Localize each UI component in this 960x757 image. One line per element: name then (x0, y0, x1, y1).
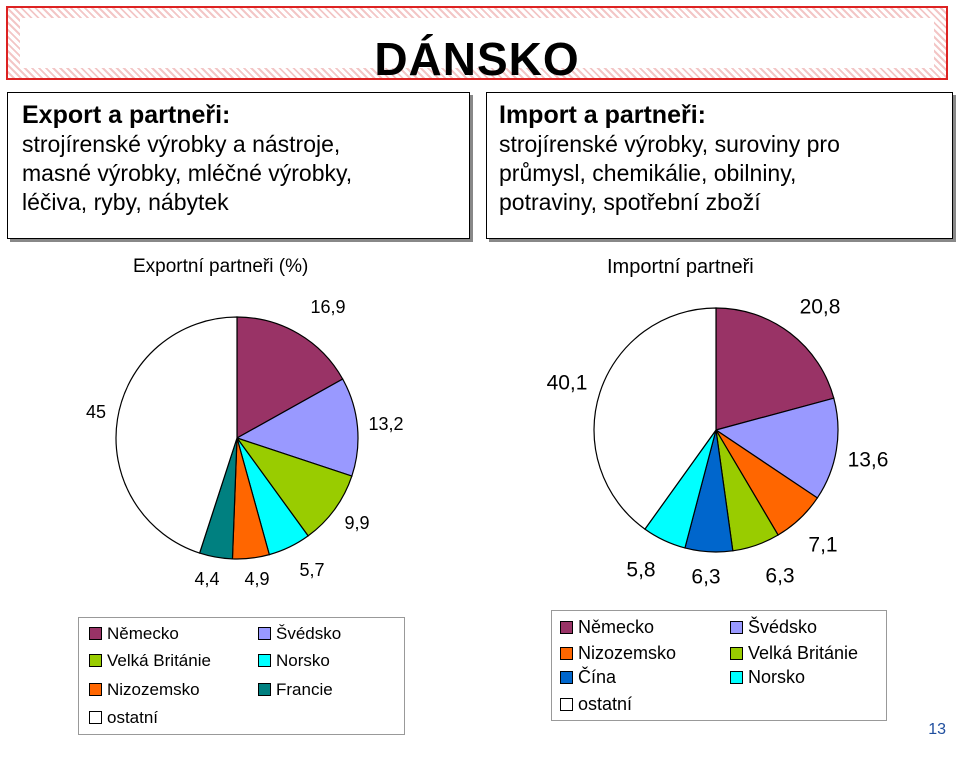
page-number: 13 (928, 721, 946, 738)
legend-label: Nizozemsko (107, 680, 200, 699)
data-label: 6,3 (765, 565, 794, 588)
pie-slice (115, 316, 238, 554)
data-label: 4,4 (194, 569, 219, 589)
legend-item: Švédsko (258, 624, 341, 644)
export-line: léčiva, ryby, nábytek (22, 189, 229, 215)
legend-label: Švédsko (748, 617, 818, 637)
import-line: potraviny, spotřební zboží (499, 189, 761, 215)
legend-label: Německo (107, 624, 179, 643)
legend-swatch (258, 683, 271, 696)
data-label: 7,1 (808, 534, 837, 557)
data-label: 4,9 (244, 569, 269, 589)
import-description-box: Import a partneři: strojírenské výrobky,… (486, 92, 953, 239)
data-label: 16,9 (310, 297, 345, 317)
title-banner: DÁNSKO (6, 6, 948, 85)
legend-swatch (560, 647, 573, 660)
title-inner: DÁNSKO (20, 18, 934, 85)
data-label: 40,1 (547, 372, 588, 395)
import-line: průmysl, chemikálie, obilniny, (499, 160, 797, 186)
legend-item: Velká Británie (89, 651, 211, 671)
pie-slice (593, 307, 717, 530)
legend-label: Německo (578, 617, 655, 637)
legend-label: Švédsko (276, 624, 342, 643)
legend-label: ostatní (578, 694, 633, 714)
data-label: 13,2 (368, 414, 403, 434)
legend-label: Velká Británie (748, 643, 859, 663)
legend-item: Německo (89, 624, 179, 644)
pie-slice (714, 397, 839, 499)
data-label: 13,6 (848, 449, 889, 472)
import-line: strojírenské výrobky, suroviny pro (499, 131, 840, 157)
legend-item: Norsko (730, 667, 805, 688)
legend-swatch (560, 671, 573, 684)
export-legend: Německo Švédsko Velká Británie Norsko Ni… (78, 617, 405, 735)
export-description-box: Export a partneři: strojírenské výrobky … (7, 92, 470, 239)
data-label: 45 (86, 402, 106, 422)
export-chart-title: Exportní partneři (%) (133, 256, 309, 277)
legend-item: Nizozemsko (560, 643, 676, 664)
data-label: 5,7 (299, 560, 324, 580)
legend-label: Nizozemsko (578, 643, 677, 663)
legend-swatch (560, 698, 573, 711)
data-label: 5,8 (626, 559, 655, 582)
legend-item: Švédsko (730, 617, 817, 638)
import-legend: Německo Švédsko Nizozemsko Velká Británi… (551, 610, 887, 721)
legend-swatch (560, 621, 573, 634)
legend-swatch (730, 621, 743, 634)
legend-item: ostatní (560, 694, 632, 715)
legend-label: Čína (578, 667, 617, 687)
legend-swatch (89, 627, 102, 640)
legend-label: Velká Británie (107, 651, 211, 670)
legend-swatch (730, 671, 743, 684)
export-heading: Export a partneři: (22, 101, 231, 129)
data-label: 20,8 (800, 296, 841, 319)
data-label: 9,9 (344, 513, 369, 533)
data-label: 6,3 (691, 566, 720, 589)
import-heading: Import a partneři: (499, 101, 706, 129)
legend-label: ostatní (107, 708, 159, 727)
export-line: masné výrobky, mléčné výrobky, (22, 160, 353, 186)
pie-slice (235, 378, 359, 477)
legend-item: Norsko (258, 651, 330, 671)
legend-label: Francie (276, 680, 333, 699)
legend-swatch (730, 647, 743, 660)
legend-swatch (258, 627, 271, 640)
legend-item: Velká Británie (730, 643, 858, 664)
export-line: strojírenské výrobky a nástroje, (22, 131, 341, 157)
legend-item: Německo (560, 617, 654, 638)
pie-slice (235, 436, 353, 537)
legend-item: Čína (560, 667, 616, 688)
import-chart-title: Importní partneři (607, 256, 754, 278)
pie-slice (715, 307, 835, 431)
legend-label: Norsko (748, 667, 806, 687)
legend-item: Nizozemsko (89, 680, 200, 700)
legend-swatch (89, 683, 102, 696)
legend-label: Norsko (276, 651, 330, 670)
legend-swatch (89, 711, 102, 724)
page-title: DÁNSKO (374, 33, 580, 85)
pie-slice (236, 316, 344, 440)
legend-swatch (89, 654, 102, 667)
legend-item: Francie (258, 680, 333, 700)
legend-item: ostatní (89, 708, 158, 728)
legend-swatch (258, 654, 271, 667)
